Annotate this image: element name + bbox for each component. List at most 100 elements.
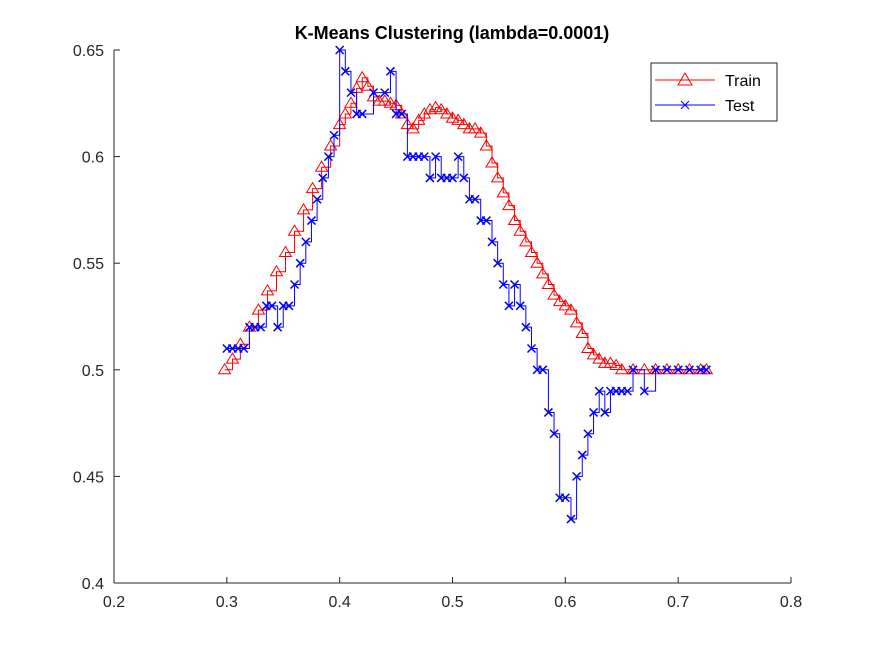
data-point-test [628, 365, 638, 375]
y-tick-label: 0.45 [73, 469, 104, 486]
data-point-test [290, 279, 300, 290]
data-point-test [504, 301, 514, 311]
legend: Train Test [650, 62, 778, 122]
data-point-train [614, 362, 629, 375]
data-point-train [513, 224, 528, 236]
data-point-train [682, 362, 697, 375]
legend-train-triangle-icon [677, 72, 693, 86]
data-point-train [569, 315, 584, 328]
data-point-test [397, 109, 407, 119]
data-point-test [453, 152, 463, 162]
data-point-train [344, 96, 358, 108]
data-point-train [428, 100, 443, 113]
data-point-train [502, 198, 516, 211]
data-point-test [538, 365, 548, 375]
data-point-train [251, 303, 266, 315]
data-point-train [417, 106, 432, 119]
data-point-test [589, 407, 599, 417]
x-tick-label: 0.4 [329, 594, 351, 611]
data-point-test [425, 173, 435, 183]
data-point-test [340, 66, 350, 76]
data-point-test [380, 88, 390, 98]
data-point-test [301, 237, 311, 247]
data-point-train [338, 106, 353, 119]
x-tick-label: 0.5 [441, 594, 463, 611]
data-point-test [673, 365, 683, 375]
data-point-test [583, 429, 593, 439]
data-point-train [269, 264, 284, 277]
data-point-test [493, 258, 503, 268]
data-point-train [507, 213, 522, 226]
data-point-train [473, 126, 488, 138]
data-point-test [572, 471, 582, 481]
data-point-train [586, 347, 601, 360]
series-test [222, 45, 711, 524]
data-point-train [296, 202, 311, 215]
x-tick-label: 0.3 [216, 594, 238, 611]
series-layer [217, 45, 714, 524]
data-point-test [447, 173, 458, 183]
data-point-test [357, 109, 367, 119]
x-tick-label: 0.7 [667, 594, 689, 611]
y-tick-label: 0.5 [82, 363, 104, 380]
data-point-test [329, 130, 339, 140]
x-ticks: 0.2 0.3 0.4 0.5 0.6 0.7 0.8 [103, 577, 802, 611]
data-point-train [659, 362, 674, 375]
data-point-test [256, 322, 266, 332]
data-point-test [335, 45, 345, 55]
data-point-test [560, 493, 570, 503]
data-point-train [671, 362, 686, 375]
y-tick-label: 0.65 [73, 43, 104, 60]
data-point-train [355, 70, 370, 83]
data-point-train [575, 326, 590, 339]
data-point-train [552, 294, 567, 307]
data-point-test [600, 407, 610, 417]
data-point-train [406, 121, 420, 134]
data-point-train [394, 106, 409, 119]
data-point-train [305, 181, 320, 194]
data-point-train [581, 341, 595, 353]
legend-test-x-icon [680, 100, 690, 110]
y-tick-label: 0.4 [82, 576, 104, 593]
data-point-train [287, 224, 302, 236]
data-point-train [434, 102, 449, 115]
data-point-train [518, 234, 533, 247]
data-point-train [314, 160, 329, 172]
x-tick-label: 0.6 [554, 594, 576, 611]
data-point-test [651, 365, 661, 375]
data-point-train [260, 283, 275, 296]
data-point-test [510, 279, 520, 290]
x-tick-label: 0.8 [780, 594, 802, 611]
chart-title: K-Means Clustering (lambda=0.0001) [295, 23, 610, 43]
data-point-train [609, 358, 623, 371]
series-line-test [226, 49, 707, 520]
data-point-test [498, 279, 508, 290]
data-point-test [487, 237, 497, 247]
data-point-test [526, 343, 537, 354]
data-point-train [225, 352, 240, 364]
data-point-train [603, 356, 618, 368]
data-point-test [273, 322, 283, 332]
data-point-train [496, 185, 511, 198]
data-point-test [662, 365, 672, 375]
series-train [217, 70, 714, 375]
data-point-test [295, 258, 305, 268]
data-point-test [684, 365, 694, 375]
data-point-test [318, 173, 328, 183]
data-point-test [312, 194, 322, 204]
data-point-test [239, 343, 249, 354]
data-point-train [558, 298, 573, 311]
data-point-test [543, 407, 553, 417]
data-point-train [439, 106, 454, 119]
data-point-test [622, 386, 632, 396]
data-point-test [267, 301, 277, 311]
data-point-train [524, 245, 539, 258]
data-point-train [485, 156, 499, 168]
legend-entry-test: Test [655, 98, 755, 115]
data-point-test [459, 173, 469, 183]
data-point-train [451, 113, 466, 125]
data-point-test [594, 386, 604, 396]
data-point-test [566, 514, 576, 524]
data-point-train [411, 113, 426, 125]
data-point-test [481, 216, 491, 226]
